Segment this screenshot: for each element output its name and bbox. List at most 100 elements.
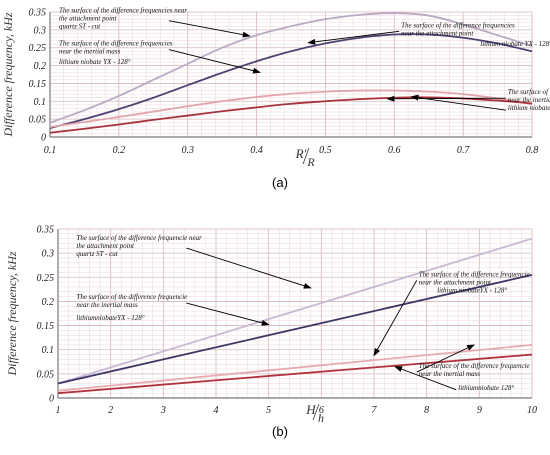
annotation-text: the attachment point bbox=[59, 15, 118, 23]
annotation-arrow bbox=[168, 49, 261, 74]
x-label-denominator: h bbox=[318, 411, 324, 425]
annotation-arrow bbox=[394, 366, 457, 391]
panel-label-b: (b) bbox=[272, 424, 288, 439]
x-label-numerator: R′ bbox=[295, 146, 307, 161]
annotation: The surface of the difference frequencie… bbox=[59, 7, 251, 38]
y-tick-label: 0.1 bbox=[42, 345, 55, 356]
series-line-2 bbox=[57, 273, 533, 385]
annotation: lithium niobateYX - 128° bbox=[437, 287, 507, 295]
annotation: The surface of the difference frequencie… bbox=[307, 21, 515, 45]
annotation-text: lithium niobate YX - 128° bbox=[59, 58, 131, 66]
annotation-text: The surface of the difference frequencie… bbox=[59, 40, 173, 48]
annotation-arrow bbox=[416, 344, 475, 373]
annotation-text: The surface of the difference frequencie bbox=[76, 293, 187, 301]
y-tick-label: 0.25 bbox=[37, 273, 55, 284]
annotation: lithiumniobate 128° bbox=[394, 366, 514, 392]
x-axis-label: Hh bbox=[305, 402, 324, 425]
annotation-arrow bbox=[386, 95, 506, 102]
annotation-text: near the attachment point bbox=[401, 29, 474, 37]
annotation-text: near the inertial mass bbox=[59, 48, 121, 56]
y-tick-label: 0.2 bbox=[34, 61, 47, 72]
annotation: lithium niobate YX - 128° bbox=[59, 58, 131, 66]
x-tick-label: 0.1 bbox=[44, 145, 57, 156]
x-tick-label: 1 bbox=[56, 405, 61, 416]
x-tick-label: 0.4 bbox=[250, 145, 263, 156]
annotation-text: lithiumniobate 128° bbox=[458, 384, 514, 392]
x-tick-label: 0.5 bbox=[319, 145, 332, 156]
chart-panel-b: 1 2 3 4 5 6 7 8 9 10 0 0.05 0.1 0.15 0.2 0.25 0.3 0.35 The… bbox=[5, 225, 537, 426]
x-axis-label: R′R bbox=[295, 146, 316, 169]
annotation-text: The surface of the difference frequencie… bbox=[76, 234, 202, 242]
annotation-text: The surface of the difference frequencie bbox=[419, 362, 530, 370]
annotation-text: lithium niobate 128° bbox=[508, 104, 550, 112]
x-tick-label: 3 bbox=[160, 405, 166, 416]
annotation-text: near the inertial mass bbox=[508, 96, 550, 104]
annotation: The surface of the difference frequencie… bbox=[76, 293, 270, 326]
annotation-text: quartz ST - cut bbox=[59, 23, 101, 31]
y-tick-label: 0.05 bbox=[37, 369, 55, 380]
series-line-1 bbox=[49, 12, 533, 124]
y-tick-label: 0.05 bbox=[29, 115, 47, 126]
y-axis-label: Difference frequency, kHz bbox=[5, 251, 19, 376]
annotation-arrow bbox=[307, 30, 400, 45]
x-tick-label: 5 bbox=[266, 405, 271, 416]
annotation-text: lithium niobate YX - 128° bbox=[480, 40, 550, 48]
annotation-text: The surface of the difference frequencie… bbox=[508, 88, 550, 96]
annotation-arrow bbox=[168, 20, 251, 38]
annotation-text: quartz ST - cut bbox=[76, 250, 118, 258]
annotation-arrow bbox=[186, 247, 312, 289]
annotation-text: lithiumniobateYX - 128° bbox=[76, 314, 144, 322]
annotation: The surface of the difference frequencie… bbox=[76, 234, 312, 289]
x-tick-label: 0.6 bbox=[388, 145, 401, 156]
y-tick-label: 0.1 bbox=[34, 97, 47, 108]
series-line-2 bbox=[49, 33, 533, 129]
y-tick-label: 0.25 bbox=[29, 43, 47, 54]
y-tick-label: 0.3 bbox=[34, 25, 47, 36]
annotation: lithium niobate 128° bbox=[410, 94, 550, 112]
panel-label-a: (a) bbox=[272, 175, 288, 190]
annotation-text: near the inertial mass bbox=[419, 370, 481, 378]
plot-area bbox=[50, 12, 532, 137]
x-tick-label: 7 bbox=[372, 405, 378, 416]
series-line-4 bbox=[57, 353, 533, 395]
x-label-slash bbox=[302, 147, 310, 165]
y-tick-label: 0.3 bbox=[42, 249, 55, 260]
x-label-slash bbox=[312, 403, 320, 421]
annotation-text: lithium niobateYX - 128° bbox=[437, 287, 507, 295]
annotation-text: The surface of the difference frequencie… bbox=[59, 7, 187, 15]
annotation-arrow bbox=[186, 302, 270, 326]
x-tick-label: 0.3 bbox=[181, 145, 194, 156]
annotation-text: The surface of the difference frequencie… bbox=[401, 21, 515, 29]
annotation: The surface of the difference frequencie… bbox=[386, 88, 550, 104]
y-tick-label: 0 bbox=[49, 394, 54, 405]
y-axis-label: Difference frequency, kHz bbox=[1, 12, 15, 137]
y-tick-label: 0.15 bbox=[37, 321, 55, 332]
annotation-text: near the inertial mass bbox=[76, 301, 138, 309]
chart-panel-a: 0.1 0.2 0.3 0.4 0.5 0.6 0.7 0.8 0 0.05 0.1 0.15 0.2 0… bbox=[1, 7, 550, 169]
annotation-text: the attachment point bbox=[76, 242, 135, 250]
x-label-denominator: R bbox=[306, 155, 315, 169]
plot-area bbox=[58, 229, 532, 398]
y-tick-label: 0.2 bbox=[42, 297, 55, 308]
series-line-3 bbox=[57, 343, 533, 392]
grid bbox=[57, 228, 533, 399]
x-tick-label: 0.8 bbox=[526, 145, 539, 156]
x-tick-label: 10 bbox=[527, 405, 537, 416]
annotation-arrow bbox=[410, 94, 506, 111]
annotation: The surface of the difference frequencie… bbox=[59, 40, 261, 74]
x-tick-label: 6 bbox=[319, 405, 324, 416]
series-line-1 bbox=[57, 237, 533, 385]
annotation-arrow bbox=[373, 280, 418, 357]
annotation: lithium niobate YX - 128° bbox=[480, 40, 550, 48]
annotation: The surface of the difference frequencie… bbox=[373, 270, 530, 357]
x-tick-label: 0.2 bbox=[113, 145, 126, 156]
annotation-text: near the attachment point bbox=[419, 278, 492, 286]
x-tick-label: 9 bbox=[477, 405, 482, 416]
annotation: The surface of the difference frequencie… bbox=[416, 344, 530, 378]
x-tick-label: 2 bbox=[108, 405, 113, 416]
x-label-numerator: H bbox=[305, 402, 316, 417]
y-tick-label: 0.35 bbox=[29, 8, 47, 19]
x-tick-label: 0.7 bbox=[457, 145, 471, 156]
y-tick-label: 0.15 bbox=[29, 79, 47, 90]
